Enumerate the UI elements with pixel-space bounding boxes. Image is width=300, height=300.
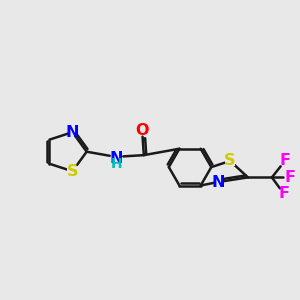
Bar	[67, 167, 78, 176]
Text: F: F	[279, 154, 290, 169]
Text: S: S	[67, 164, 78, 179]
Text: N: N	[211, 175, 224, 190]
Bar	[225, 156, 235, 166]
Text: F: F	[284, 170, 295, 185]
Bar	[280, 190, 288, 198]
Text: N: N	[109, 151, 122, 166]
Bar	[112, 153, 120, 163]
Bar	[113, 160, 120, 168]
Bar	[281, 157, 289, 165]
Text: N: N	[66, 125, 79, 140]
Bar	[214, 178, 222, 186]
Text: F: F	[278, 186, 290, 201]
Text: S: S	[224, 154, 236, 169]
Text: H: H	[111, 158, 123, 171]
Text: O: O	[135, 123, 149, 138]
Bar	[68, 128, 76, 136]
Bar	[286, 173, 293, 181]
Bar	[138, 126, 147, 135]
